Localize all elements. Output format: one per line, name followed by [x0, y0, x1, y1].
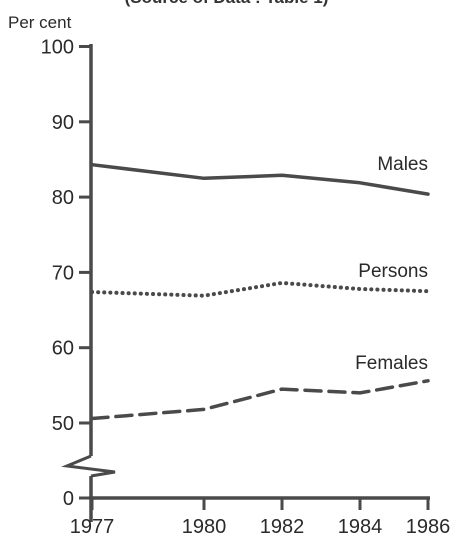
y-tick-label: 70: [52, 262, 74, 284]
y-tick-label: 60: [52, 338, 74, 360]
y-tick-label: 80: [52, 187, 74, 209]
y-tick-label: 90: [52, 112, 74, 134]
x-ticks: 1977 1980 1982 1984 1986: [70, 498, 451, 538]
y-tick-label: 50: [52, 413, 74, 435]
series-line-persons: [90, 280, 430, 298]
x-tick-label: 1986: [406, 516, 451, 538]
x-tick-label: 1980: [182, 516, 227, 538]
series-group: [90, 162, 430, 421]
axis-break-zigzag: [61, 454, 116, 478]
x-tick-label: 1977: [70, 516, 115, 538]
y-ticks: 0 50 60 70 80 90 100: [41, 37, 91, 510]
axes: [61, 44, 430, 522]
series-label-persons: Persons: [358, 261, 428, 282]
x-tick-label: 1984: [338, 516, 383, 538]
y-tick-label: 0: [63, 488, 74, 510]
series-label-males: Males: [377, 154, 428, 175]
chart-subtitle: (Source of Data : Table 1): [0, 0, 453, 8]
series-label-females: Females: [355, 353, 428, 374]
y-tick-label: 100: [41, 37, 74, 59]
x-tick-label: 1982: [260, 516, 305, 538]
series-line-females: [90, 379, 430, 421]
series-labels: Males Persons Females: [355, 154, 428, 374]
y-axis-label: Per cent: [8, 13, 72, 32]
series-line-males: [90, 162, 430, 196]
